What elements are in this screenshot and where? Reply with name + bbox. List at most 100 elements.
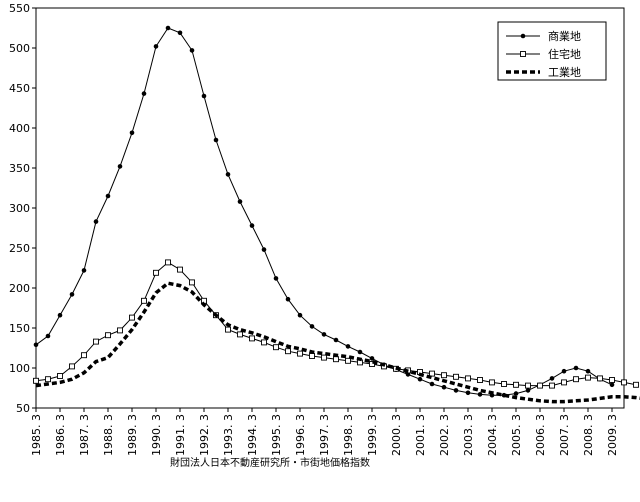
x-tick-label: 1985. 3 — [30, 414, 43, 456]
data-point — [45, 333, 51, 339]
data-point — [369, 356, 375, 361]
x-tick-label: 2007. 3 — [558, 414, 571, 456]
y-tick-label: 300 — [9, 202, 30, 215]
data-point — [237, 199, 243, 204]
data-point — [261, 339, 267, 346]
data-point — [105, 332, 111, 339]
data-point — [609, 382, 615, 388]
x-tick-label: 1998. 3 — [342, 414, 355, 456]
data-point — [453, 373, 459, 380]
legend-label: 住宅地 — [548, 47, 581, 61]
x-tick-label: 1991. 3 — [174, 414, 187, 456]
data-point — [81, 352, 87, 359]
data-point — [573, 376, 579, 383]
series-layer — [33, 25, 640, 404]
data-point — [309, 353, 315, 359]
data-point — [441, 372, 447, 379]
data-point — [345, 344, 351, 349]
data-point — [573, 365, 579, 371]
data-point — [93, 338, 99, 345]
series-3 — [35, 281, 640, 404]
data-point — [585, 374, 591, 381]
legend-item: 住宅地 — [506, 47, 581, 61]
data-point — [297, 312, 303, 318]
data-point — [561, 368, 567, 374]
data-point — [549, 376, 555, 381]
series-2 — [33, 259, 639, 389]
data-point — [357, 349, 363, 355]
data-point — [465, 390, 471, 396]
data-point — [429, 370, 435, 377]
series-line — [35, 281, 640, 404]
data-point — [273, 344, 279, 351]
data-point — [33, 377, 39, 384]
x-tick-label: 2004. 3 — [486, 414, 499, 456]
data-point — [321, 354, 327, 361]
data-point — [501, 381, 507, 387]
x-tick-label: 2002. 3 — [438, 414, 451, 456]
y-tick-label: 450 — [9, 82, 30, 95]
data-point — [57, 312, 63, 318]
data-point — [189, 279, 195, 286]
data-point — [477, 377, 483, 383]
data-point — [249, 223, 255, 228]
data-point — [165, 25, 171, 31]
legend-label: 工業地 — [548, 66, 581, 79]
data-point — [537, 382, 543, 389]
data-point — [285, 348, 291, 355]
data-point — [57, 373, 63, 379]
data-point — [33, 342, 39, 348]
x-tick-label: 2000. 3 — [390, 414, 403, 456]
x-tick-label: 2003. 3 — [462, 414, 475, 456]
x-tick-label: 1990. 3 — [150, 414, 163, 456]
y-tick-label: 100 — [9, 362, 30, 375]
data-point — [477, 392, 483, 397]
data-point — [585, 368, 591, 374]
x-tick-label: 1996. 3 — [294, 414, 307, 456]
x-tick-label: 1988. 3 — [102, 414, 115, 456]
x-tick-label: 2001. 3 — [414, 414, 427, 456]
data-point — [549, 382, 555, 389]
data-point — [489, 379, 495, 386]
data-point — [525, 382, 531, 389]
data-point — [165, 259, 171, 266]
data-point — [609, 377, 615, 383]
data-point — [225, 172, 231, 177]
data-point — [225, 326, 231, 333]
data-point — [309, 324, 315, 329]
data-point — [297, 350, 303, 357]
x-tick-label: 1994. 3 — [246, 414, 259, 456]
data-point — [69, 363, 75, 370]
y-tick-label: 400 — [9, 122, 30, 135]
data-point — [177, 30, 183, 36]
data-point — [129, 130, 135, 136]
data-point — [117, 164, 123, 169]
x-tick-label: 2009. 3 — [606, 414, 619, 456]
y-tick-label: 50 — [16, 402, 30, 415]
data-point — [513, 381, 519, 388]
data-point — [237, 331, 243, 338]
legend-marker — [520, 51, 526, 57]
data-point — [261, 247, 267, 252]
data-point — [45, 376, 51, 383]
data-point — [153, 44, 159, 49]
data-point — [213, 137, 219, 143]
series-line — [35, 27, 613, 396]
y-tick-label: 150 — [9, 322, 30, 335]
legend-item: 商業地 — [506, 29, 581, 43]
data-point — [429, 381, 435, 387]
data-point — [117, 327, 123, 334]
data-point — [153, 269, 159, 276]
y-tick-label: 200 — [9, 282, 30, 295]
data-point — [177, 266, 183, 273]
series-line — [35, 261, 637, 387]
y-tick-label: 550 — [9, 2, 30, 15]
x-tick-label: 1987. 3 — [78, 414, 91, 456]
data-point — [69, 292, 75, 297]
data-point — [417, 376, 423, 382]
x-tick-label: 1992. 3 — [198, 414, 211, 456]
series-1 — [33, 25, 615, 398]
data-point — [333, 356, 339, 363]
x-axis: 1985. 3 1986. 3 1987. 3 1988. 3 1989. 3 1990.… — [30, 408, 619, 456]
